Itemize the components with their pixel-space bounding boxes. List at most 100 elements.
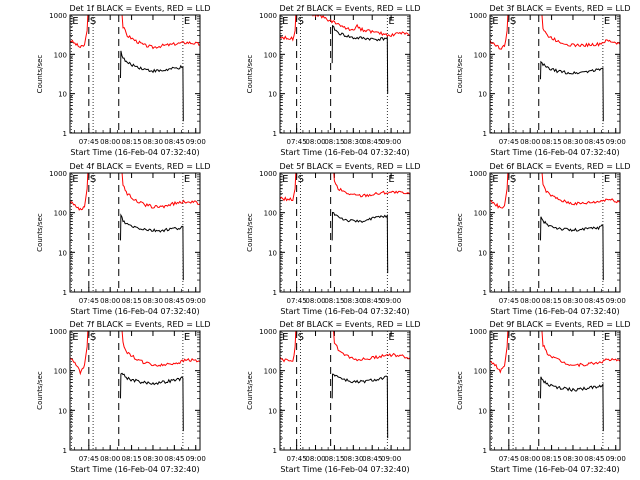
lld-series-line [280,331,410,363]
x-tick-label: 08:30 [343,297,363,305]
y-tick-label: 10 [58,91,67,99]
x-tick-label: 08:30 [143,297,163,305]
x-axis-label: Start Time (16-Feb-04 07:32:40) [490,307,619,316]
y-tick-label: 10 [478,249,487,257]
plot-frame [489,14,621,134]
x-tick-label: 08:30 [343,455,363,463]
x-tick-label: 08:30 [143,138,163,146]
x-tick-label: 08:00 [520,455,540,463]
x-tick-label: 08:15 [541,455,561,463]
x-tick-label: 08:30 [143,455,163,463]
panel-det-4: Det 4f BLACK = Events, RED = LLD Counts/s… [36,162,211,316]
marker-label: E [604,16,610,27]
y-tick-label: 10 [478,407,487,415]
y-tick-label: 1 [63,289,67,297]
x-tick-label: 08:45 [164,138,184,146]
y-tick-label: 10 [268,249,277,257]
x-tick-label: 08:00 [100,138,120,146]
y-tick-label: 1000 [49,170,67,178]
marker-label: E [388,332,394,343]
panel-det-3: Det 3f BLACK = Events, RED = LLD Counts/s… [456,4,631,157]
y-tick-label: 100 [474,51,487,59]
y-tick-label: 1000 [259,170,277,178]
y-tick-label: 100 [54,368,67,376]
lld-series-line [280,15,410,42]
x-tick-label: 08:45 [362,138,382,146]
x-tick-label: 08:30 [563,455,583,463]
x-tick-label: 07:45 [287,297,307,305]
x-tick-label: 08:15 [324,455,344,463]
x-tick-label: 09:00 [186,455,206,463]
y-axis-label: Counts/sec [36,371,44,410]
x-tick-label: 08:15 [541,297,561,305]
marker-label: E [184,174,190,185]
y-axis-label: Counts/sec [456,213,464,252]
y-tick-label: 100 [54,210,67,218]
marker-label: E [604,174,610,185]
plot-frame [279,172,411,293]
y-axis-label: Counts/sec [246,55,254,94]
y-tick-label: 1000 [259,12,277,20]
panel-title: Det 2f BLACK = Events, RED = LLD [279,4,420,13]
panel-det-6: Det 6f BLACK = Events, RED = LLD Counts/s… [456,162,631,316]
plot-frame [69,172,201,293]
x-axis-label: Start Time (16-Feb-04 07:32:40) [280,465,409,474]
lld-series-line [490,173,620,209]
x-tick-label: 08:00 [305,138,325,146]
y-tick-label: 100 [264,210,277,218]
lld-series-line [280,173,410,202]
y-tick-label: 1000 [259,328,277,336]
x-tick-label: 07:45 [499,138,519,146]
plot-frame [489,330,621,451]
marker-label: E [72,174,78,185]
x-tick-label: 08:30 [563,138,583,146]
x-tick-label: 08:45 [584,455,604,463]
panel-det-8: Det 8f BLACK = Events, RED = LLD Counts/s… [246,320,421,474]
y-tick-label: 10 [478,91,487,99]
marker-label: S [298,332,304,343]
y-tick-label: 100 [264,368,277,376]
y-tick-label: 100 [54,51,67,59]
y-tick-label: 100 [474,368,487,376]
x-tick-label: 08:45 [362,297,382,305]
panel-det-7: Det 7f BLACK = Events, RED = LLD Counts/s… [36,320,211,474]
x-tick-label: 09:00 [381,138,401,146]
y-tick-label: 1000 [469,328,487,336]
y-tick-label: 10 [58,249,67,257]
y-tick-label: 1 [483,289,487,297]
panel-title: Det 3f BLACK = Events, RED = LLD [489,4,630,13]
x-tick-label: 08:00 [520,138,540,146]
x-tick-label: 08:00 [305,455,325,463]
panel-det-5: Det 5f BLACK = Events, RED = LLD Counts/s… [246,162,421,316]
x-tick-label: 09:00 [606,455,626,463]
y-tick-label: 1000 [469,12,487,20]
panel-det-9: Det 9f BLACK = Events, RED = LLD Counts/s… [456,320,631,474]
marker-label: E [492,174,498,185]
marker-label: E [282,16,288,27]
marker-label: E [388,16,394,27]
marker-label: E [184,332,190,343]
lld-series-line [70,173,200,211]
y-tick-label: 1000 [49,328,67,336]
x-axis-label: Start Time (16-Feb-04 07:32:40) [70,148,199,157]
marker-label: E [604,332,610,343]
x-axis-label: Start Time (16-Feb-04 07:32:40) [280,148,409,157]
x-tick-label: 08:15 [121,138,141,146]
y-tick-label: 1 [483,447,487,455]
marker-label: E [72,332,78,343]
marker-label: E [282,174,288,185]
panel-title: Det 7f BLACK = Events, RED = LLD [69,320,210,329]
lld-series-line [490,15,620,50]
panel-det-1: Det 1f BLACK = Events, RED = LLD Counts/s… [36,4,211,157]
marker-label: S [298,174,304,185]
x-tick-label: 08:15 [324,138,344,146]
plot-frame [489,172,621,293]
y-axis-label: Counts/sec [36,213,44,252]
y-tick-label: 1 [483,130,487,138]
x-tick-label: 08:15 [121,297,141,305]
x-tick-label: 07:45 [499,297,519,305]
x-tick-label: 08:00 [520,297,540,305]
x-tick-label: 07:45 [79,455,99,463]
x-tick-label: 07:45 [79,138,99,146]
events-series-line [331,211,389,274]
